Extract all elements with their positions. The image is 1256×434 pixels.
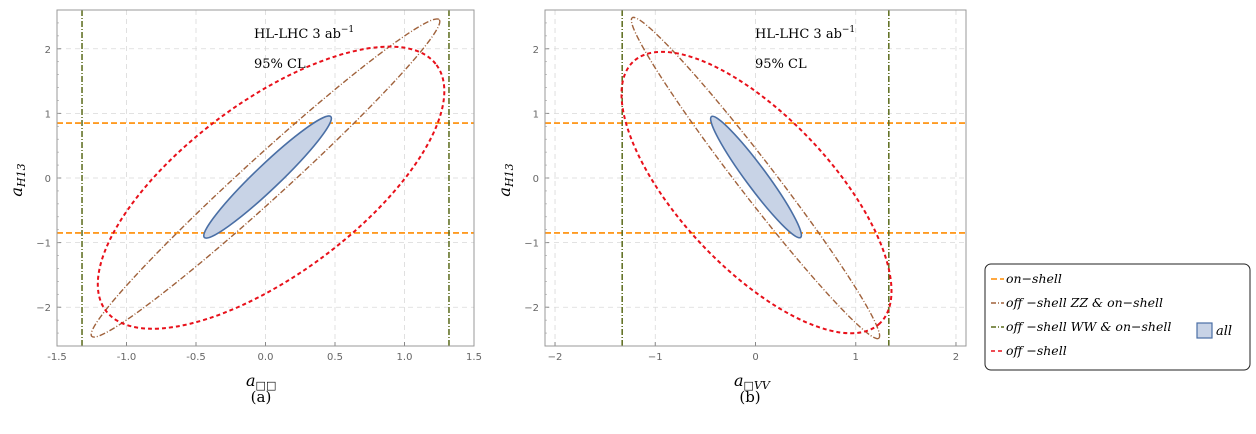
- legend: on−shell off −shell ZZ & on−shell off −she…: [984, 263, 1251, 371]
- panel-a-x-tick-label: 1.0: [397, 352, 413, 363]
- panel-a-y-tick-label: 0: [45, 174, 51, 185]
- panel-a-x-axis-label-sub: □□: [256, 379, 277, 392]
- panel-a-y-axis-label: aH13: [7, 163, 28, 196]
- legend-label-1: off −shell ZZ & on−shell: [1006, 295, 1163, 310]
- panel-a-annotation-title: HL-LHC 3 ab−1: [254, 25, 354, 42]
- panel-b-y-tick-label: −2: [524, 303, 539, 314]
- panel-b-annotation-title: HL-LHC 3 ab−1: [755, 25, 855, 42]
- panel-b-x-tick-label: −2: [548, 352, 563, 363]
- panel-a-y-tick-label: −2: [36, 303, 51, 314]
- panel-a-plot-frame: [56, 9, 475, 347]
- panel-a-x-tick-label: 0.5: [327, 352, 343, 363]
- panel-a-x-tick-label: -0.5: [186, 352, 206, 363]
- panel-b-x-axis-label-sub: □VV: [744, 379, 771, 392]
- panel-b-x-tick-label: 1: [853, 352, 859, 363]
- panel-a-annotation-sup: −1: [341, 25, 354, 35]
- panel-b-x-tick-label: 0: [752, 352, 758, 363]
- panel-b-x-tick-label: −1: [648, 352, 663, 363]
- panel-b-plot-frame: [544, 9, 967, 347]
- panel-a-x-tick-label: -1.0: [117, 352, 137, 363]
- panel-b-x-tick-label: 2: [953, 352, 959, 363]
- panel-a-y-tick-label: 1: [45, 109, 51, 120]
- legend-all-swatch: [1196, 322, 1213, 339]
- panel-b-y-axis-label-sub: H13: [503, 163, 516, 188]
- panel-b-series-off-shell: [620, 50, 893, 335]
- legend-label-2: off −shell WW & on−shell: [1006, 319, 1171, 334]
- legend-all-label: all: [1216, 324, 1232, 339]
- panel-a-x-tick-label: 0.0: [258, 352, 274, 363]
- panel-b-annotation-cl: 95% CL: [755, 57, 807, 72]
- panel-a-x-tick-label: 1.5: [466, 352, 482, 363]
- panel-a-caption: (a): [251, 388, 272, 406]
- panel-b-annotation-sup: −1: [842, 25, 855, 35]
- panel-b-y-tick-label: 2: [533, 45, 539, 56]
- panel-b-y-tick-label: 0: [533, 174, 539, 185]
- panel-b-series-all: [709, 115, 803, 239]
- panel-a-y-tick-label: −1: [36, 239, 51, 250]
- panel-a-y-axis-label-sub: H13: [15, 163, 28, 188]
- panel-a-x-tick-label: -1.5: [47, 352, 67, 363]
- panel-a-chart: -1.5 -1.0 -0.5 0.0 0.5 1.0 1.5 −2 −1 0 1 2 HL-LHC 3 …: [7, 9, 482, 406]
- panel-b-series-off-shell-zz-on-shell: [630, 16, 881, 340]
- panel-b-y-tick-label: −1: [524, 239, 539, 250]
- panel-b-caption: (b): [739, 388, 760, 406]
- panel-b-y-axis-label: aH13: [495, 163, 516, 196]
- panel-a-series-off-shell: [96, 45, 446, 330]
- panel-b-y-tick-label: 1: [533, 109, 539, 120]
- legend-frame: [984, 263, 1251, 371]
- panel-a-series-off-shell-zz-on-shell: [90, 18, 441, 338]
- panel-a-annotation-cl: 95% CL: [254, 57, 306, 72]
- legend-label-3: off −shell: [1006, 343, 1067, 358]
- panel-a-series-all: [202, 115, 333, 239]
- legend-label-0: on−shell: [1006, 271, 1062, 286]
- panel-a-y-tick-label: 2: [45, 45, 51, 56]
